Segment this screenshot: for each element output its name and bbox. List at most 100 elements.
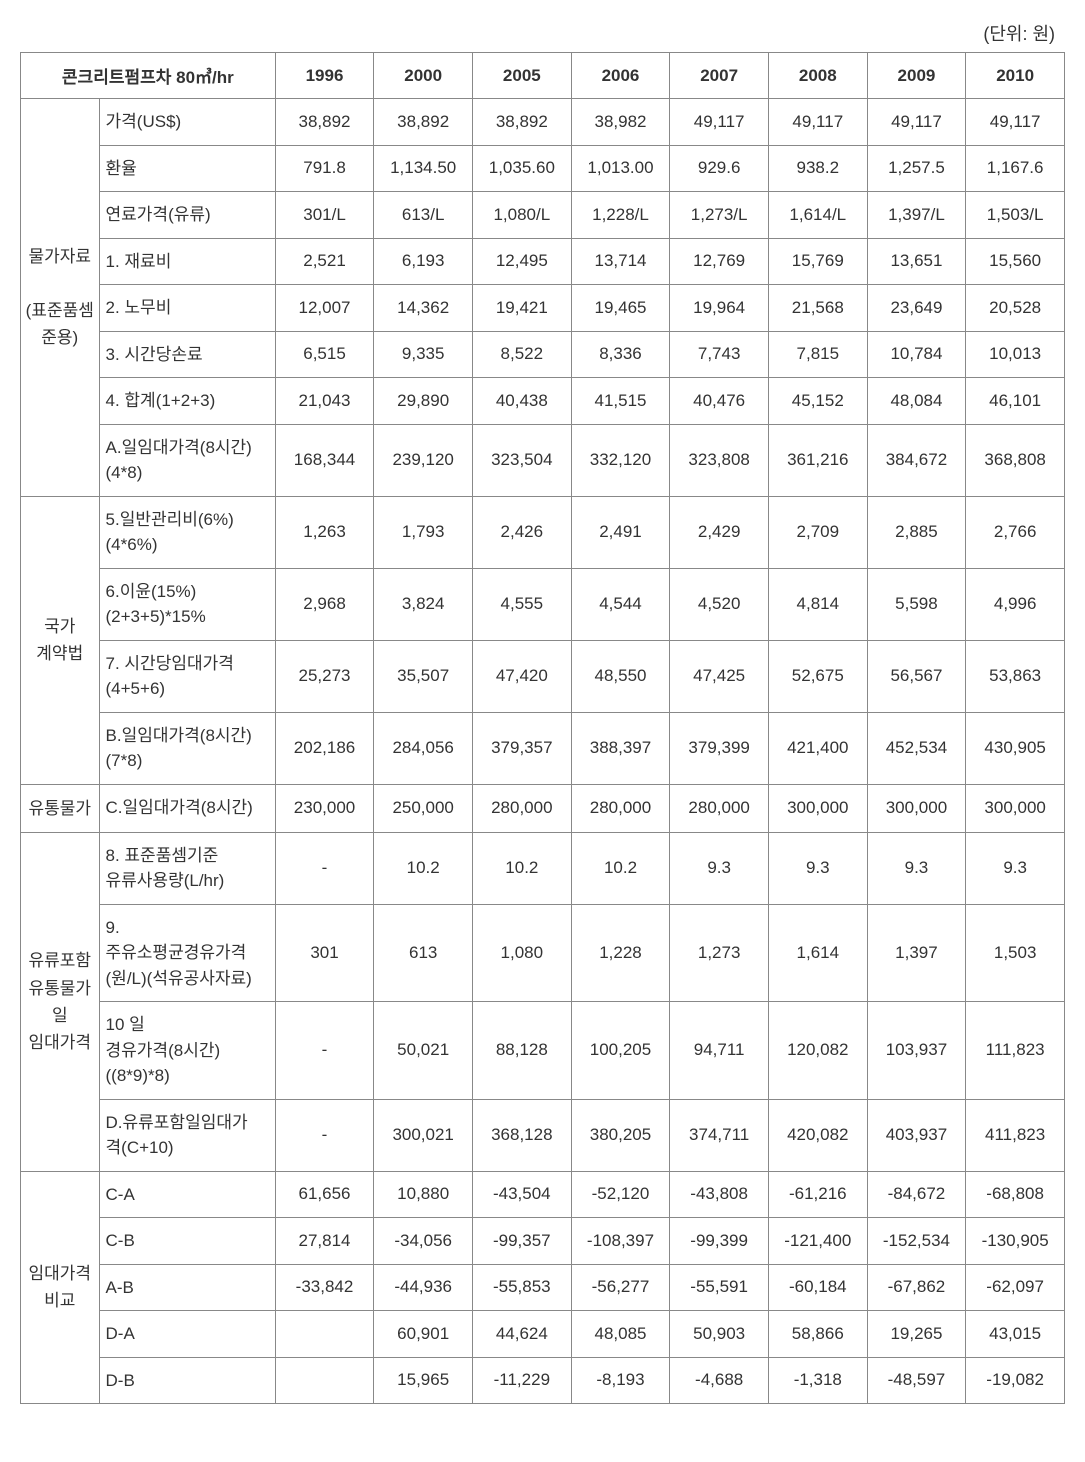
value-cell: 9.3 bbox=[670, 832, 769, 904]
value-cell: 49,117 bbox=[768, 99, 867, 146]
row-label: 9.주유소평균경유가격(원/L)(석유공사자료) bbox=[99, 904, 275, 1002]
row-label: B.일임대가격(8시간)(7*8) bbox=[99, 712, 275, 784]
value-cell: 48,084 bbox=[867, 378, 966, 425]
value-cell: 323,504 bbox=[473, 424, 572, 496]
value-cell: 368,128 bbox=[473, 1099, 572, 1171]
value-cell: 49,117 bbox=[867, 99, 966, 146]
value-cell: 49,117 bbox=[670, 99, 769, 146]
value-cell: 46,101 bbox=[966, 378, 1065, 425]
value-cell: 4,996 bbox=[966, 568, 1065, 640]
value-cell: -19,082 bbox=[966, 1357, 1065, 1404]
value-cell: 47,425 bbox=[670, 640, 769, 712]
value-cell: 2,491 bbox=[571, 496, 670, 568]
year-header: 1996 bbox=[275, 53, 374, 99]
value-cell: 300,000 bbox=[768, 784, 867, 832]
value-cell: -62,097 bbox=[966, 1264, 1065, 1311]
year-header: 2007 bbox=[670, 53, 769, 99]
value-cell: 8,522 bbox=[473, 331, 572, 378]
row-label: D.유류포함일임대가격(C+10) bbox=[99, 1099, 275, 1171]
value-cell: 1,080 bbox=[473, 904, 572, 1002]
table-row: 물가자료(표준품셈준용)가격(US$)38,89238,89238,89238,… bbox=[21, 99, 1065, 146]
value-cell: 10.2 bbox=[473, 832, 572, 904]
value-cell: 1,503/L bbox=[966, 192, 1065, 239]
table-row: 유통물가C.일임대가격(8시간)230,000250,000280,000280… bbox=[21, 784, 1065, 832]
value-cell: 1,503 bbox=[966, 904, 1065, 1002]
value-cell: 88,128 bbox=[473, 1002, 572, 1100]
year-header: 2005 bbox=[473, 53, 572, 99]
value-cell: -130,905 bbox=[966, 1218, 1065, 1265]
value-cell: 1,257.5 bbox=[867, 145, 966, 192]
value-cell: 4,555 bbox=[473, 568, 572, 640]
value-cell: 239,120 bbox=[374, 424, 473, 496]
row-label: 3. 시간당손료 bbox=[99, 331, 275, 378]
value-cell: 47,420 bbox=[473, 640, 572, 712]
value-cell: 168,344 bbox=[275, 424, 374, 496]
table-body: 물가자료(표준품셈준용)가격(US$)38,89238,89238,89238,… bbox=[21, 99, 1065, 1404]
value-cell: 7,815 bbox=[768, 331, 867, 378]
value-cell: 60,901 bbox=[374, 1311, 473, 1358]
value-cell: 103,937 bbox=[867, 1002, 966, 1100]
value-cell: 1,263 bbox=[275, 496, 374, 568]
value-cell: 300,000 bbox=[966, 784, 1065, 832]
value-cell: -1,318 bbox=[768, 1357, 867, 1404]
table-row: 9.주유소평균경유가격(원/L)(석유공사자료)3016131,0801,228… bbox=[21, 904, 1065, 1002]
value-cell: 1,228/L bbox=[571, 192, 670, 239]
value-cell: 43,015 bbox=[966, 1311, 1065, 1358]
value-cell: 2,521 bbox=[275, 238, 374, 285]
value-cell: 250,000 bbox=[374, 784, 473, 832]
value-cell: 280,000 bbox=[571, 784, 670, 832]
value-cell: 4,544 bbox=[571, 568, 670, 640]
value-cell: 9.3 bbox=[867, 832, 966, 904]
value-cell: -67,862 bbox=[867, 1264, 966, 1311]
value-cell: -44,936 bbox=[374, 1264, 473, 1311]
value-cell: 323,808 bbox=[670, 424, 769, 496]
value-cell: 420,082 bbox=[768, 1099, 867, 1171]
value-cell: 38,982 bbox=[571, 99, 670, 146]
value-cell: -8,193 bbox=[571, 1357, 670, 1404]
value-cell: 2,885 bbox=[867, 496, 966, 568]
value-cell: -34,056 bbox=[374, 1218, 473, 1265]
value-cell: 280,000 bbox=[670, 784, 769, 832]
value-cell: 3,824 bbox=[374, 568, 473, 640]
value-cell: -33,842 bbox=[275, 1264, 374, 1311]
value-cell: -68,808 bbox=[966, 1171, 1065, 1218]
value-cell: 19,964 bbox=[670, 285, 769, 332]
value-cell: -55,591 bbox=[670, 1264, 769, 1311]
table-row: 환율791.81,134.501,035.601,013.00929.6938.… bbox=[21, 145, 1065, 192]
value-cell: 379,357 bbox=[473, 712, 572, 784]
value-cell: - bbox=[275, 1099, 374, 1171]
table-head: 콘크리트펌프차 80㎥/hr 1996 2000 2005 2006 2007 … bbox=[21, 53, 1065, 99]
value-cell: 29,890 bbox=[374, 378, 473, 425]
value-cell: 27,814 bbox=[275, 1218, 374, 1265]
value-cell: 1,080/L bbox=[473, 192, 572, 239]
value-cell: 1,167.6 bbox=[966, 145, 1065, 192]
value-cell: 613 bbox=[374, 904, 473, 1002]
value-cell: 10.2 bbox=[571, 832, 670, 904]
row-label: D-B bbox=[99, 1357, 275, 1404]
row-label: C-B bbox=[99, 1218, 275, 1265]
value-cell: 230,000 bbox=[275, 784, 374, 832]
table-row: 6.이윤(15%)(2+3+5)*15%2,9683,8244,5554,544… bbox=[21, 568, 1065, 640]
value-cell: 21,568 bbox=[768, 285, 867, 332]
value-cell: 430,905 bbox=[966, 712, 1065, 784]
value-cell bbox=[275, 1357, 374, 1404]
value-cell: -11,229 bbox=[473, 1357, 572, 1404]
table-row: D.유류포함일임대가격(C+10)-300,021368,128380,2053… bbox=[21, 1099, 1065, 1171]
category-cell: 임대가격비교 bbox=[21, 1171, 100, 1404]
value-cell: -99,399 bbox=[670, 1218, 769, 1265]
value-cell: 15,769 bbox=[768, 238, 867, 285]
value-cell: 13,651 bbox=[867, 238, 966, 285]
row-label: 6.이윤(15%)(2+3+5)*15% bbox=[99, 568, 275, 640]
year-header: 2008 bbox=[768, 53, 867, 99]
value-cell: 9.3 bbox=[768, 832, 867, 904]
category-cell: 국가계약법 bbox=[21, 496, 100, 784]
pricing-table: 콘크리트펌프차 80㎥/hr 1996 2000 2005 2006 2007 … bbox=[20, 52, 1065, 1404]
value-cell: 12,769 bbox=[670, 238, 769, 285]
row-label: 가격(US$) bbox=[99, 99, 275, 146]
value-cell: 5,598 bbox=[867, 568, 966, 640]
value-cell: -52,120 bbox=[571, 1171, 670, 1218]
value-cell: 35,507 bbox=[374, 640, 473, 712]
value-cell: 300,021 bbox=[374, 1099, 473, 1171]
value-cell: 13,714 bbox=[571, 238, 670, 285]
value-cell: 7,743 bbox=[670, 331, 769, 378]
